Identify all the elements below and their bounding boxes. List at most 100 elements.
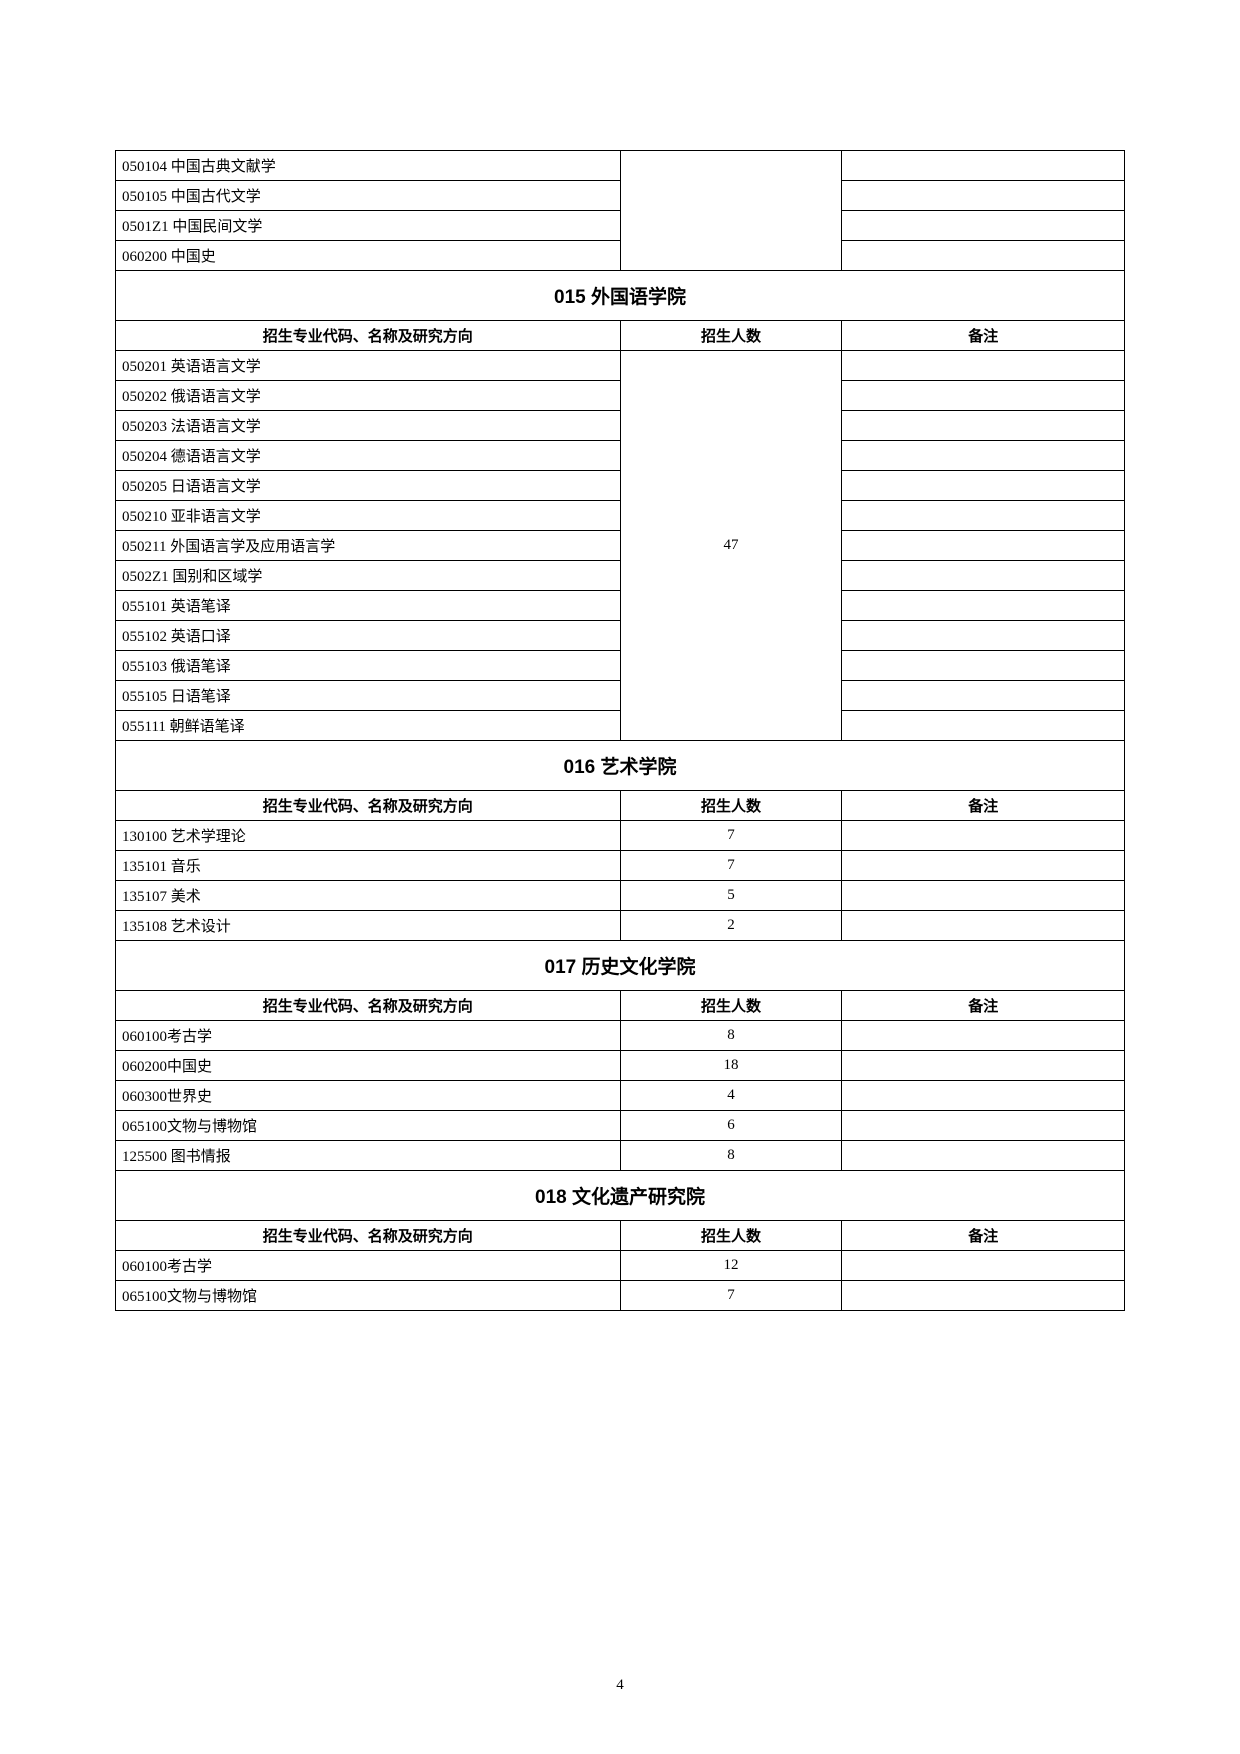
major-cell: 050105 中国古代文学 — [116, 181, 621, 211]
count-cell-merged: 47 — [620, 351, 842, 741]
section-title: 018 文化遗产研究院 — [116, 1171, 1125, 1221]
major-cell: 060200 中国史 — [116, 241, 621, 271]
table-row: 060300世界史 4 — [116, 1081, 1125, 1111]
remark-cell — [842, 1111, 1125, 1141]
count-cell: 7 — [620, 821, 842, 851]
major-cell: 060100考古学 — [116, 1021, 621, 1051]
count-cell: 7 — [620, 851, 842, 881]
remark-cell — [842, 1021, 1125, 1051]
col-header-remark: 备注 — [842, 1221, 1125, 1251]
section-title: 016 艺术学院 — [116, 741, 1125, 791]
section-title: 015 外国语学院 — [116, 271, 1125, 321]
major-cell: 050203 法语语言文学 — [116, 411, 621, 441]
major-cell: 050202 俄语语言文学 — [116, 381, 621, 411]
table-row: 060200中国史 18 — [116, 1051, 1125, 1081]
major-cell: 060200中国史 — [116, 1051, 621, 1081]
major-cell: 050104 中国古典文献学 — [116, 151, 621, 181]
remark-cell — [842, 711, 1125, 741]
major-cell: 050204 德语语言文学 — [116, 441, 621, 471]
major-cell: 055105 日语笔译 — [116, 681, 621, 711]
major-cell: 050210 亚非语言文学 — [116, 501, 621, 531]
major-cell: 055111 朝鲜语笔译 — [116, 711, 621, 741]
section-header-row: 015 外国语学院 — [116, 271, 1125, 321]
remark-cell — [842, 821, 1125, 851]
count-cell: 12 — [620, 1251, 842, 1281]
table-row: 060100考古学 12 — [116, 1251, 1125, 1281]
remark-cell — [842, 471, 1125, 501]
major-cell: 130100 艺术学理论 — [116, 821, 621, 851]
section-header-row: 017 历史文化学院 — [116, 941, 1125, 991]
column-header-row: 招生专业代码、名称及研究方向 招生人数 备注 — [116, 321, 1125, 351]
table-row: 050104 中国古典文献学 — [116, 151, 1125, 181]
major-cell: 135101 音乐 — [116, 851, 621, 881]
major-cell: 055101 英语笔译 — [116, 591, 621, 621]
remark-cell — [842, 681, 1125, 711]
col-header-major: 招生专业代码、名称及研究方向 — [116, 1221, 621, 1251]
table-row: 135101 音乐 7 — [116, 851, 1125, 881]
remark-cell — [842, 1051, 1125, 1081]
table-row: 135107 美术 5 — [116, 881, 1125, 911]
table-row: 130100 艺术学理论 7 — [116, 821, 1125, 851]
count-cell: 4 — [620, 1081, 842, 1111]
col-header-major: 招生专业代码、名称及研究方向 — [116, 991, 621, 1021]
major-cell: 135107 美术 — [116, 881, 621, 911]
major-cell: 050205 日语语言文学 — [116, 471, 621, 501]
remark-cell — [842, 591, 1125, 621]
major-cell: 065100文物与博物馆 — [116, 1111, 621, 1141]
major-cell: 125500 图书情报 — [116, 1141, 621, 1171]
count-cell: 5 — [620, 881, 842, 911]
col-header-major: 招生专业代码、名称及研究方向 — [116, 321, 621, 351]
col-header-remark: 备注 — [842, 991, 1125, 1021]
remark-cell — [842, 1141, 1125, 1171]
remark-cell — [842, 911, 1125, 941]
remark-cell — [842, 351, 1125, 381]
count-cell: 8 — [620, 1141, 842, 1171]
col-header-count: 招生人数 — [620, 991, 842, 1021]
major-cell: 050201 英语语言文学 — [116, 351, 621, 381]
remark-cell — [842, 151, 1125, 181]
column-header-row: 招生专业代码、名称及研究方向 招生人数 备注 — [116, 991, 1125, 1021]
column-header-row: 招生专业代码、名称及研究方向 招生人数 备注 — [116, 1221, 1125, 1251]
count-cell: 7 — [620, 1281, 842, 1311]
count-cell: 8 — [620, 1021, 842, 1051]
remark-cell — [842, 441, 1125, 471]
table-row: 125500 图书情报 8 — [116, 1141, 1125, 1171]
col-header-count: 招生人数 — [620, 1221, 842, 1251]
major-cell: 060100考古学 — [116, 1251, 621, 1281]
major-cell: 0501Z1 中国民间文学 — [116, 211, 621, 241]
major-cell: 055103 俄语笔译 — [116, 651, 621, 681]
remark-cell — [842, 1081, 1125, 1111]
table-row: 065100文物与博物馆 6 — [116, 1111, 1125, 1141]
remark-cell — [842, 651, 1125, 681]
count-cell: 2 — [620, 911, 842, 941]
admissions-table-container: 050104 中国古典文献学 050105 中国古代文学 0501Z1 中国民间… — [115, 150, 1125, 1311]
remark-cell — [842, 531, 1125, 561]
major-cell: 065100文物与博物馆 — [116, 1281, 621, 1311]
major-cell: 050211 外国语言学及应用语言学 — [116, 531, 621, 561]
count-cell-merged — [620, 151, 842, 271]
page-number: 4 — [0, 1677, 1240, 1694]
major-cell: 0502Z1 国别和区域学 — [116, 561, 621, 591]
table-row: 135108 艺术设计 2 — [116, 911, 1125, 941]
table-row: 065100文物与博物馆 7 — [116, 1281, 1125, 1311]
remark-cell — [842, 561, 1125, 591]
major-cell: 055102 英语口译 — [116, 621, 621, 651]
col-header-count: 招生人数 — [620, 321, 842, 351]
remark-cell — [842, 1251, 1125, 1281]
table-row: 050201 英语语言文学 47 — [116, 351, 1125, 381]
remark-cell — [842, 501, 1125, 531]
section-title: 017 历史文化学院 — [116, 941, 1125, 991]
count-cell: 6 — [620, 1111, 842, 1141]
col-header-count: 招生人数 — [620, 791, 842, 821]
column-header-row: 招生专业代码、名称及研究方向 招生人数 备注 — [116, 791, 1125, 821]
admissions-table: 050104 中国古典文献学 050105 中国古代文学 0501Z1 中国民间… — [115, 150, 1125, 1311]
section-header-row: 018 文化遗产研究院 — [116, 1171, 1125, 1221]
major-cell: 135108 艺术设计 — [116, 911, 621, 941]
remark-cell — [842, 181, 1125, 211]
count-cell: 18 — [620, 1051, 842, 1081]
remark-cell — [842, 411, 1125, 441]
remark-cell — [842, 211, 1125, 241]
col-header-remark: 备注 — [842, 321, 1125, 351]
remark-cell — [842, 1281, 1125, 1311]
remark-cell — [842, 381, 1125, 411]
